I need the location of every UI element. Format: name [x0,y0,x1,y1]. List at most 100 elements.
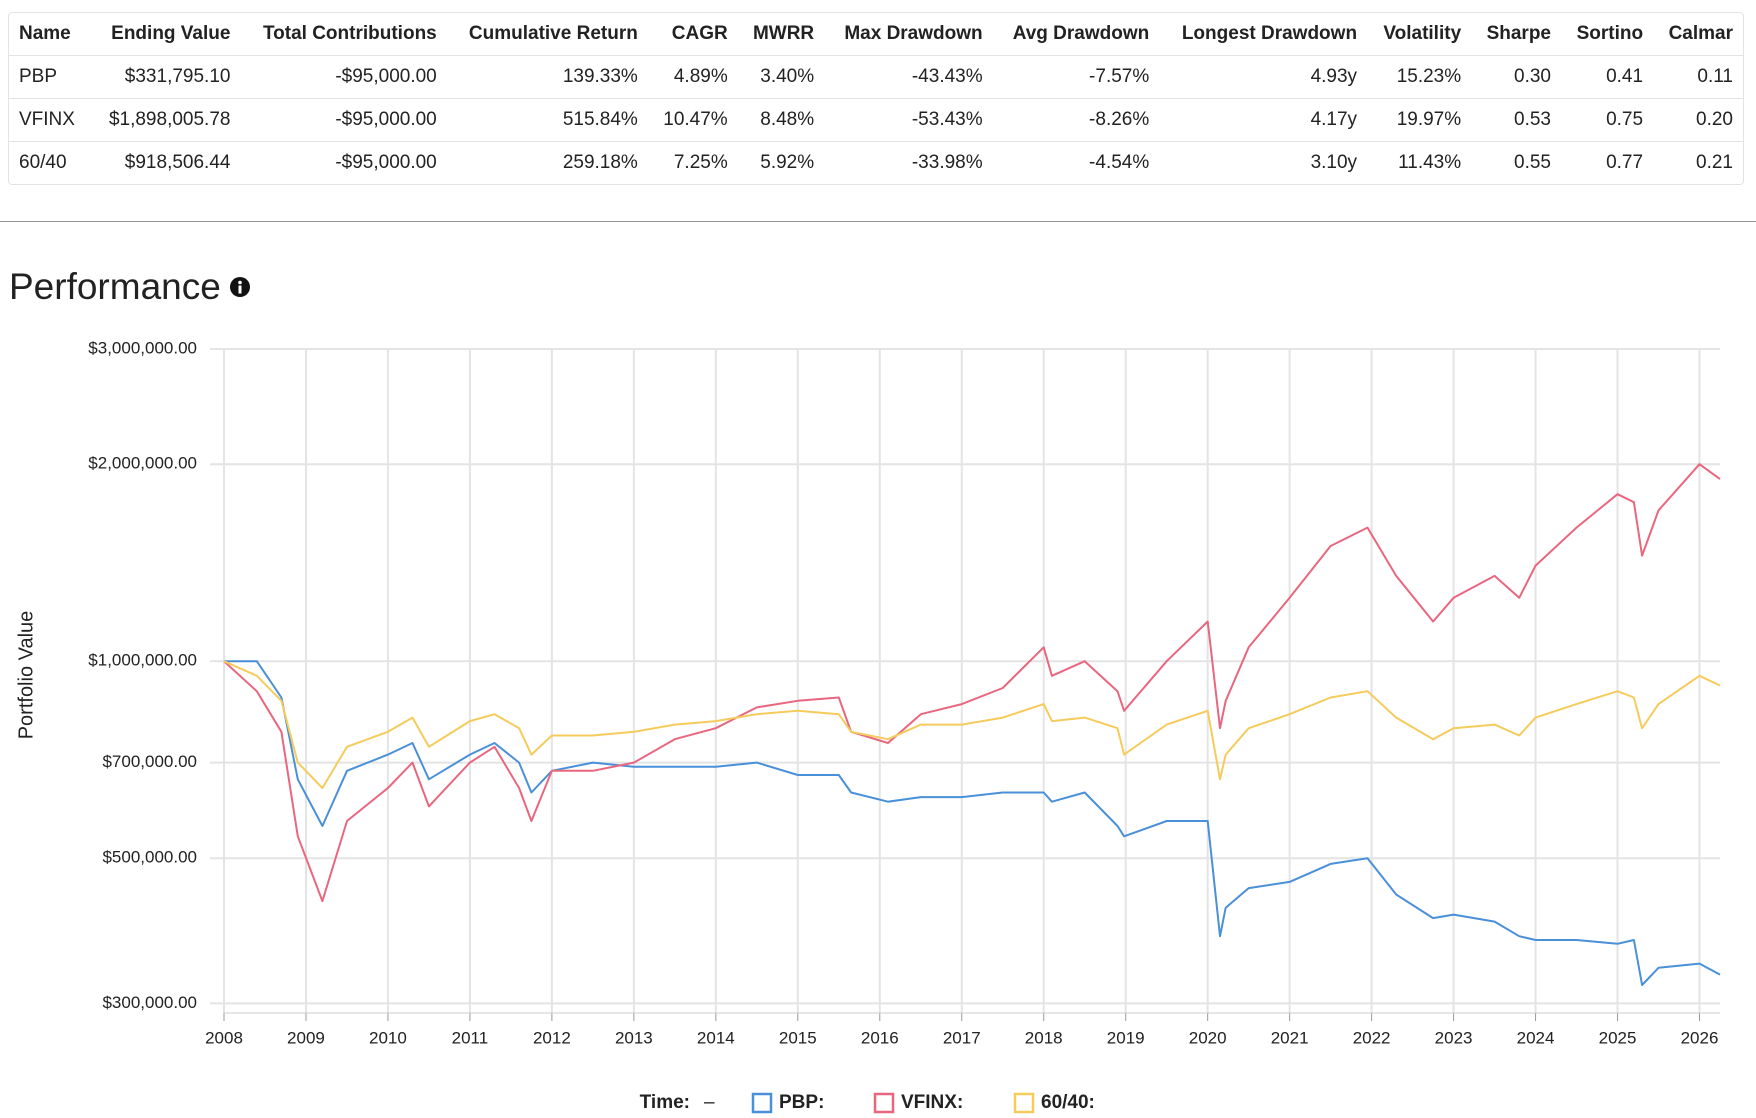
table-cell: $331,795.10 [89,56,241,99]
table-cell: 5.92% [760,152,815,173]
series-line [223,660,1721,789]
stats-table: Name Ending Value Total Contributions Cumul… [8,12,1744,185]
table-cell: 0.75 [1561,99,1654,142]
column-header: MWRR [737,13,825,56]
chart: Portfolio Value $300,000.00 $500,000.00 $7… [15,338,1721,1114]
column-header: CAGR [647,13,738,56]
divider [0,221,1756,222]
x-tick-label: 2024 [1517,1028,1555,1047]
table-cell: $1,898,005.78 [89,99,241,142]
table-cell: VFINX [9,99,90,142]
column-header: Avg Drawdown [992,13,1160,56]
table-cell: 0.41 [1561,56,1654,99]
column-header: Max Drawdown [824,13,993,56]
x-tick-label: 2015 [779,1028,817,1047]
column-header: Sortino [1561,13,1654,56]
x-tick-label: 2026 [1681,1028,1719,1047]
table-cell: 60/40 [19,152,67,173]
table-cell: 0.53 [1471,99,1561,142]
table-cell: 0.11 [1653,56,1743,99]
column-header: Volatility [1367,13,1472,56]
table-cell: 8.48% [737,99,825,142]
x-tick-label: 2019 [1107,1028,1145,1047]
x-tick-label: 2020 [1189,1028,1227,1047]
legend-label: VFINX: [901,1092,963,1113]
section-header: Performance [9,266,251,308]
header-row: Name Ending Value Total Contributions Cumul… [9,13,1743,56]
x-tick-label: 2008 [205,1028,243,1047]
x-tick-label: 2017 [943,1028,981,1047]
table-cell: 139.33% [446,56,648,99]
table-cell: 10.47% [647,99,738,142]
column-header: Calmar [1653,13,1743,56]
table-cell: 7.25% [673,152,728,173]
table-cell: 0.21 [1696,152,1733,173]
x-tick-label: 2022 [1353,1028,1391,1047]
legend-swatch [873,1092,895,1114]
table-cell: 4.89% [647,56,738,99]
table-cell: -8.26% [992,99,1160,142]
y-axis-title: Portfolio Value [15,611,37,740]
table-cell: 0.55 [1514,152,1551,173]
x-tick-label: 2016 [861,1028,899,1047]
y-tick-label: $3,000,000.00 [88,338,197,357]
table-cell: $918,506.44 [124,152,231,173]
table-cell: 3.10y [1310,152,1358,173]
table-cell: -$95,000.00 [335,152,437,173]
table-cell: -$95,000.00 [240,99,447,142]
legend-value: – [704,1092,715,1113]
column-header: Ending Value [89,13,241,56]
table-cell: 15.23% [1367,56,1472,99]
table-cell: 0.30 [1471,56,1561,99]
x-tick-label: 2010 [369,1028,407,1047]
table-cell: 11.43% [1398,152,1462,173]
column-header: Name [9,13,90,56]
table-cell: -53.43% [824,99,993,142]
table-row: VFINX $1,898,005.78 -$95,000.00 515.84% 10.4… [9,99,1743,142]
table-cell: -43.43% [824,56,993,99]
table-cell: 0.77 [1606,152,1644,173]
column-header: Cumulative Return [446,13,648,56]
table-row: 60/40 $918,506.44 -$95,000.00 259.18% 7.25% 5… [9,142,1743,184]
column-header: Total Contributions [240,13,447,56]
legend-label: PBP: [779,1092,824,1113]
table-cell: 259.18% [562,152,638,173]
table-cell: 4.93y [1159,56,1368,99]
legend-swatch [751,1092,773,1114]
x-tick-label: 2021 [1271,1028,1309,1047]
info-icon[interactable] [229,276,251,298]
legend-swatch [1013,1092,1035,1114]
y-tick-label: $700,000.00 [102,752,197,771]
y-tick-label: $300,000.00 [102,993,197,1012]
table-cell: -$95,000.00 [240,56,447,99]
table-cell: -7.57% [992,56,1160,99]
x-tick-label: 2014 [697,1028,735,1047]
x-tick-label: 2023 [1435,1028,1473,1047]
section-title: Performance [9,266,221,307]
column-header: Longest Drawdown [1159,13,1368,56]
legend-label: 60/40: [1041,1092,1095,1113]
y-tick-label: $500,000.00 [102,848,197,867]
legend-title: Time: [640,1092,690,1113]
table-cell: 0.20 [1653,99,1743,142]
table-cell: 515.84% [446,99,648,142]
table-cell: 3.40% [737,56,825,99]
table-cell: -33.98% [911,152,983,173]
table-cell: PBP [9,56,90,99]
table-cell: 19.97% [1367,99,1472,142]
x-tick-label: 2013 [615,1028,653,1047]
table-cell: -4.54% [1089,152,1150,173]
x-tick-label: 2018 [1025,1028,1063,1047]
x-tick-label: 2009 [287,1028,325,1047]
y-tick-label: $1,000,000.00 [88,651,197,670]
x-tick-label: 2025 [1599,1028,1637,1047]
column-header: Sharpe [1471,13,1561,56]
x-tick-label: 2011 [452,1028,489,1047]
x-tick-label: 2012 [533,1028,571,1047]
table-cell: 4.17y [1159,99,1368,142]
series-line [224,660,1721,986]
y-tick-label: $2,000,000.00 [88,454,197,473]
table-row: PBP $331,795.10 -$95,000.00 139.33% 4.89% 3.4… [9,56,1743,99]
series-line [223,463,1721,903]
